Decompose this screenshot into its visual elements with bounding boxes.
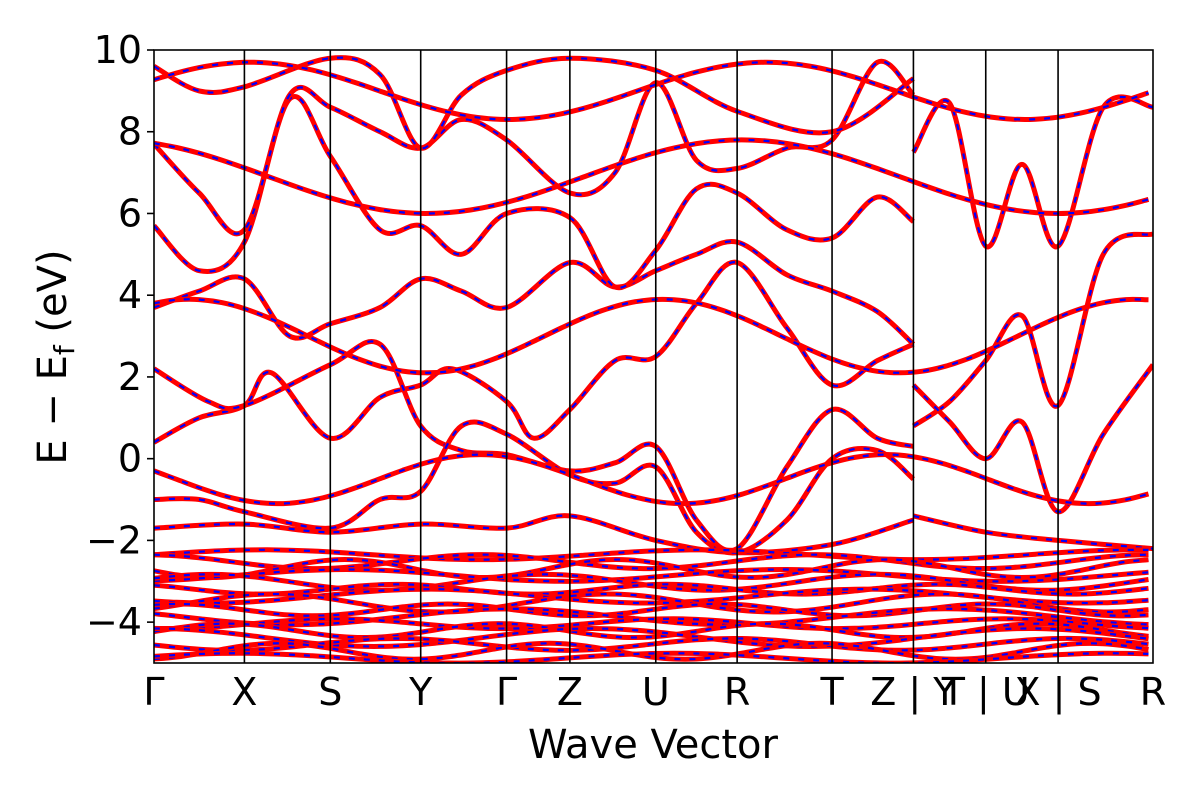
x-tick-label: X: [231, 670, 257, 714]
y-axis-title-sub: f: [48, 344, 81, 355]
x-tick-label: U: [642, 670, 670, 714]
y-tick-label: 0: [118, 437, 142, 481]
upper-band-wannier: [154, 138, 1149, 215]
band-b5-wannier: [154, 240, 915, 346]
band-b10-reference: [911, 363, 1153, 515]
upper-band-wannier: [154, 453, 1149, 505]
band-b8-reference: [154, 55, 915, 151]
upper-band-reference: [154, 452, 1150, 507]
x-tick-label: Z: [557, 670, 583, 714]
band-b8-wannier: [154, 56, 915, 150]
y-axis: −4 −2 0 2 4 6 8 10: [86, 28, 154, 644]
y-tick-label: 8: [118, 110, 142, 154]
x-tick-label: Z | Y: [870, 670, 957, 715]
x-tick-label: R: [724, 670, 750, 714]
upper-band-reference: [154, 137, 1150, 216]
dense-band-wannier: [154, 592, 1149, 614]
y-tick-label: 6: [118, 191, 142, 235]
dense-band-wannier: [154, 583, 1149, 596]
x-tick-label: X | S: [1015, 670, 1102, 715]
band-b5-reference: [154, 238, 916, 347]
x-tick-label: R: [1140, 670, 1166, 714]
band-b7-wannier: [154, 60, 915, 235]
dense-band-wannier: [154, 652, 1149, 663]
upper-band-wannier: [154, 298, 1149, 374]
x-tick-label: Γ: [496, 670, 517, 714]
y-axis-title-main: E − E: [30, 355, 76, 465]
dense-band-wannier: [154, 642, 1149, 661]
x-axis-title: Wave Vector: [528, 722, 779, 768]
y-tick-label: 10: [94, 28, 142, 72]
dense-band-wannier: [154, 548, 1149, 561]
y-tick-label: 4: [118, 273, 142, 317]
plot-frame: [153, 49, 1154, 664]
x-tick-label: T: [819, 670, 844, 714]
dense-band-wannier: [154, 568, 1149, 583]
band-b3-wannier: [154, 420, 915, 555]
dense-band-wannier: [154, 602, 1149, 617]
y-tick-label: −4: [86, 600, 142, 644]
kpoint-lines: [243, 50, 1059, 663]
upper-band-wannier: [154, 61, 1149, 121]
band-b12-reference: [912, 513, 1153, 552]
band-b12-wannier: [913, 514, 1153, 550]
band-b1-wannier: [154, 261, 914, 444]
bands-layer: [154, 55, 1153, 663]
band-b3-reference: [154, 419, 916, 556]
band-b6-wannier: [154, 95, 915, 289]
band-b9-wannier: [912, 232, 1153, 427]
x-tick-label: T | U: [941, 670, 1030, 715]
y-tick-label: 2: [118, 355, 142, 399]
dense-band-wannier: [154, 622, 1149, 639]
x-tick-label: Γ: [143, 670, 164, 714]
dense-band-wannier: [154, 617, 1149, 630]
y-tick-label: −2: [86, 518, 142, 562]
y-axis-title-unit: (eV): [30, 249, 76, 345]
x-tick-label: Y: [408, 670, 433, 714]
band-b11-wannier: [912, 95, 1153, 248]
x-tick-label: S: [318, 670, 342, 714]
band-b10-wannier: [912, 364, 1153, 513]
dense-band-wannier: [154, 558, 1149, 579]
band-b4-reference: [154, 513, 915, 556]
y-axis-title: E − Ef (eV): [30, 249, 81, 464]
